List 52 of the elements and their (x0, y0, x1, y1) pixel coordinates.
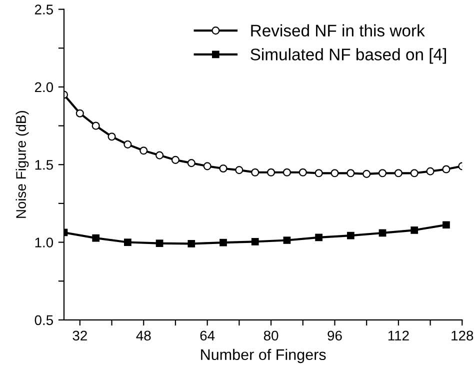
x-tick-label: 48 (136, 330, 151, 341)
x-tick-label: 128 (452, 330, 474, 341)
legend-label: Revised NF in this work (251, 24, 425, 37)
point (442, 165, 450, 174)
point (442, 221, 450, 229)
x-tick-label: 96 (328, 330, 342, 341)
point (267, 168, 276, 176)
y-tick-label: 2.5 (34, 4, 53, 14)
point (298, 168, 307, 176)
point (203, 162, 212, 170)
point (346, 232, 354, 240)
legend-label: Simulated NF based on [4] (250, 48, 446, 64)
point (220, 238, 227, 246)
point (251, 168, 260, 176)
point (378, 229, 386, 237)
point (378, 169, 387, 178)
point (314, 169, 323, 178)
point (92, 122, 100, 130)
point (394, 169, 402, 178)
point (330, 169, 339, 178)
point (156, 240, 164, 248)
point (188, 240, 196, 248)
x-tick-label: 64 (200, 330, 215, 341)
point (315, 234, 322, 242)
point (362, 170, 371, 178)
point (124, 140, 132, 148)
y-tick-label: 1.0 (35, 238, 54, 248)
point (410, 169, 418, 178)
point (219, 164, 228, 173)
point (140, 146, 148, 155)
point (283, 236, 291, 244)
point (187, 159, 196, 168)
point (426, 167, 434, 176)
point (171, 156, 180, 164)
point (108, 132, 116, 141)
y-axis-title: Noise Figure (dB) (16, 111, 29, 218)
point (156, 151, 164, 160)
y-tick-label: 2.0 (34, 82, 54, 92)
x-tick-label: 112 (388, 330, 409, 340)
point (410, 226, 418, 234)
point (251, 238, 259, 246)
point (124, 238, 132, 246)
point (92, 234, 100, 242)
point (235, 166, 244, 174)
x-tick-label: 32 (72, 330, 87, 341)
y-tick-label: 1.5 (35, 160, 53, 170)
point (76, 109, 84, 118)
x-axis-title: Number of Fingers (201, 348, 326, 364)
point (282, 168, 291, 176)
point (346, 169, 355, 178)
y-tick-label: 0.5 (34, 315, 53, 326)
x-tick-label: 80 (264, 330, 278, 341)
